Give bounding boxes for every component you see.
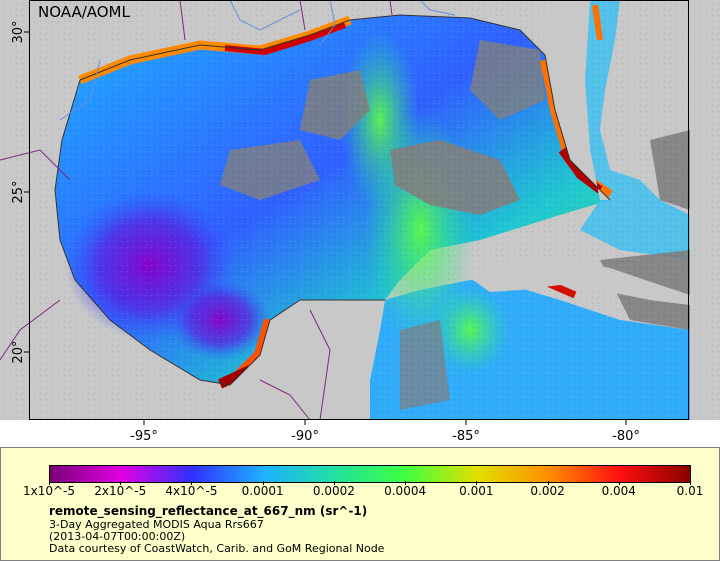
- y-axis: 30° 25° 20°: [11, 20, 29, 364]
- colorbar-tick-label: 0.004: [601, 484, 636, 498]
- coastal-fringe-florida: [558, 147, 603, 194]
- colorbar: [49, 465, 691, 483]
- country-border: [259, 379, 311, 421]
- coastline: [79, 14, 611, 201]
- colorbar-tick-mark: [262, 481, 264, 485]
- coastal-fringe-north: [224, 22, 347, 56]
- colorbar-tick-label: 2x10^-5: [94, 484, 147, 498]
- y-tick-label: 25°: [11, 180, 26, 203]
- colorbar-tick-mark: [49, 481, 50, 485]
- map-frame: [29, 0, 689, 420]
- colorbar-tick-mark: [690, 481, 691, 485]
- legend-panel: remote_sensing_reflectance_at_667_nm (sr…: [0, 447, 720, 561]
- map-canvas[interactable]: -95° -90° -85° -80° 30° 25° 20° NOAA/AOM…: [0, 0, 720, 447]
- colorbar-tick-mark: [333, 481, 335, 485]
- river: [59, 59, 101, 121]
- florida-land: [540, 0, 610, 200]
- x-tick-label: -90°: [291, 429, 319, 444]
- colorbar-tick-label: 0.0001: [241, 484, 284, 498]
- river: [319, 0, 336, 46]
- state-border: [0, 299, 61, 361]
- colorbar-tick-mark: [476, 481, 478, 485]
- x-tick-label: -85°: [452, 429, 480, 444]
- legend-title: remote_sensing_reflectance_at_667_nm (sr…: [49, 504, 368, 518]
- colorbar-tick-label: 1x10^-5: [22, 484, 76, 498]
- coastal-fringe-atlantic: [592, 4, 603, 41]
- colorbar-tick-mark: [191, 481, 193, 485]
- colorbar-tick-mark: [547, 481, 549, 485]
- y-tick-label: 30°: [11, 20, 26, 43]
- colorbar-tick-mark: [405, 481, 407, 485]
- legend-description: 3-Day Aggregated MODIS Aqua Rrs667: [49, 518, 264, 531]
- cuba-land: [470, 258, 690, 305]
- coastline: [54, 79, 385, 386]
- colorbar-tick-label: 0.0002: [312, 484, 355, 498]
- x-tick-label: -95°: [130, 429, 158, 444]
- colorbar-tick-label: 4x10^-5: [165, 484, 218, 498]
- state-border: [179, 0, 186, 41]
- colorbar-tick-label: 0.01: [676, 484, 704, 498]
- river: [229, 0, 301, 31]
- state-border: [299, 0, 306, 31]
- country-border: [309, 309, 331, 421]
- state-border: [389, 0, 393, 16]
- colorbar-tick-label: 0.0004: [384, 484, 427, 498]
- yucatan-land: [230, 300, 385, 420]
- credit-label: NOAA/AOML: [38, 3, 131, 21]
- colorbar-tick-label: 0.002: [530, 484, 565, 498]
- colorbar-tick-mark: [120, 481, 122, 485]
- legend-timestamp: (2013-04-07T00:00:00Z): [49, 530, 186, 543]
- river: [419, 0, 456, 16]
- colorbar-tick-label: 0.001: [459, 484, 494, 498]
- x-axis: -95° -90° -85° -80°: [130, 420, 640, 444]
- y-tick-label: 20°: [11, 340, 26, 363]
- country-border: [0, 149, 71, 181]
- legend-credit: Data courtesy of CoastWatch, Carib. and …: [49, 542, 385, 555]
- x-tick-label: -80°: [612, 429, 640, 444]
- colorbar-tick-mark: [618, 481, 620, 485]
